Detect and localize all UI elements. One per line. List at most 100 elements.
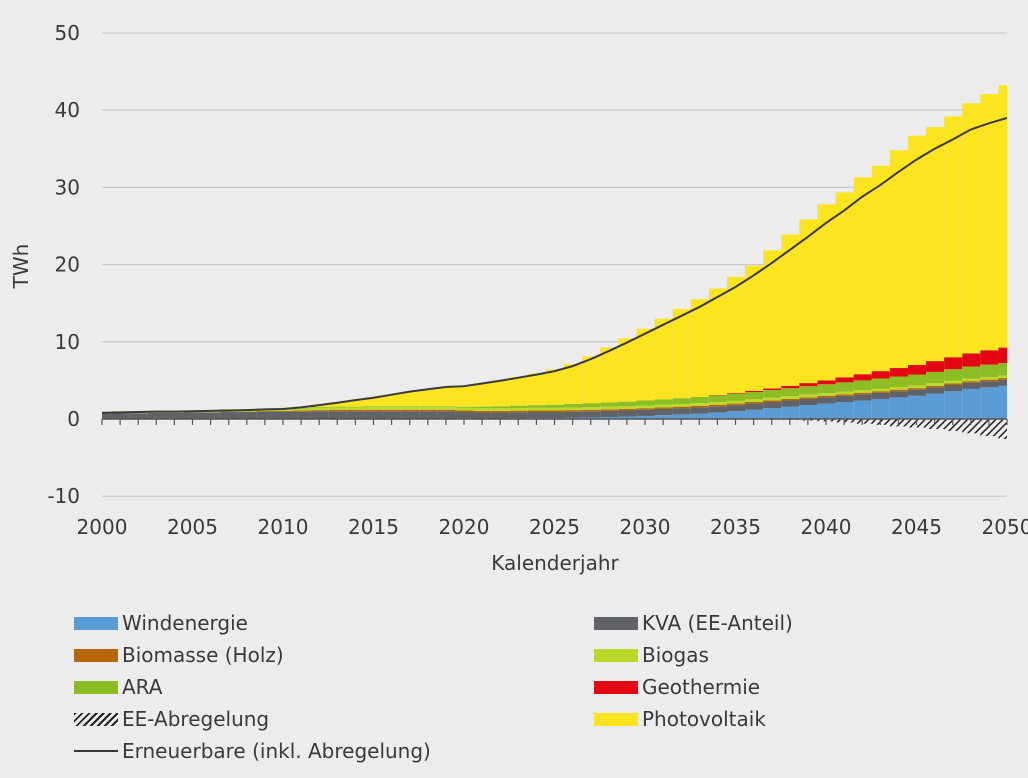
bar-segment-biogas bbox=[491, 408, 510, 411]
bar-segment-biogas bbox=[455, 407, 474, 411]
bar-segment-biomasse-holz bbox=[835, 394, 854, 396]
bar-segment-photovoltaik bbox=[690, 299, 709, 397]
bar-segment-biomasse-holz bbox=[383, 409, 402, 412]
bar-segment-biogas bbox=[853, 390, 872, 393]
bar-segment-kva-ee-anteil bbox=[310, 411, 329, 419]
legend-label: EE-Abregelung bbox=[122, 707, 270, 731]
bar-segment-windenergie bbox=[889, 397, 908, 419]
bar-segment-photovoltaik bbox=[672, 308, 691, 399]
bar-segment-geothermie bbox=[853, 374, 872, 381]
bar-segment-biomasse-holz bbox=[636, 408, 655, 410]
x-tick-label: 2015 bbox=[348, 515, 399, 539]
legend-item: Photovoltaik bbox=[594, 706, 766, 732]
bar-segment-photovoltaik bbox=[799, 219, 818, 384]
bar-segment-biomasse-holz bbox=[962, 381, 981, 383]
y-tick-label: 50 bbox=[55, 21, 80, 45]
bar-segment-photovoltaik bbox=[473, 383, 492, 407]
bar-segment-photovoltaik bbox=[545, 369, 565, 405]
bar-segment-biomasse-holz bbox=[364, 409, 384, 412]
bar-segment-biogas bbox=[364, 407, 384, 410]
bar-segment-kva-ee-anteil bbox=[690, 407, 709, 414]
bar-segment-kva-ee-anteil bbox=[129, 413, 148, 419]
bar-segment-photovoltaik bbox=[926, 127, 945, 362]
x-tick-label: 2030 bbox=[620, 515, 671, 539]
legend-item: Windenergie bbox=[74, 610, 248, 636]
bar-segment-biomasse-holz bbox=[509, 410, 528, 413]
bar-segment-windenergie bbox=[926, 393, 945, 419]
legend-label: Photovoltaik bbox=[642, 707, 766, 731]
bar-segment-biogas bbox=[473, 408, 492, 411]
bar-segment-biomasse-holz bbox=[690, 405, 709, 408]
bar-segment-photovoltaik bbox=[835, 192, 854, 378]
bar-segment-kva-ee-anteil bbox=[600, 410, 619, 418]
legend-label: KVA (EE-Anteil) bbox=[642, 611, 793, 635]
bar-segment-biomasse-holz bbox=[401, 409, 420, 412]
bar-segment-kva-ee-anteil bbox=[745, 403, 764, 410]
bar-segment-geothermie bbox=[781, 385, 800, 389]
bar-segment-ara bbox=[636, 400, 655, 406]
bar-segment-photovoltaik bbox=[745, 265, 764, 391]
bar-segment-biomasse-holz bbox=[618, 408, 637, 411]
bar-segment-ee-abregelung bbox=[980, 419, 999, 436]
bar-segment-windenergie bbox=[672, 414, 691, 419]
bar-segment-windenergie bbox=[654, 415, 673, 419]
bar-segment-kva-ee-anteil bbox=[672, 408, 691, 415]
bar-segment-kva-ee-anteil bbox=[835, 395, 854, 403]
bar-segment-kva-ee-anteil bbox=[654, 408, 673, 416]
bar-segment-biomasse-holz bbox=[274, 410, 293, 412]
bar-segment-ara bbox=[672, 398, 691, 404]
legend-item: Biogas bbox=[594, 642, 709, 668]
y-tick-label: 20 bbox=[55, 253, 80, 277]
bar-segment-biogas bbox=[672, 403, 691, 407]
bar-segment-photovoltaik bbox=[853, 177, 872, 375]
bar-segment-windenergie bbox=[871, 398, 890, 419]
bar-segment-biogas bbox=[726, 400, 746, 404]
bar-segment-kva-ee-anteil bbox=[102, 413, 112, 419]
bar-segment-biogas bbox=[292, 408, 311, 411]
bar-segment-ara bbox=[419, 406, 438, 408]
bar-segment-biogas bbox=[871, 388, 890, 392]
bar-segment-photovoltaik bbox=[419, 389, 438, 407]
x-tick-label: 2005 bbox=[167, 515, 218, 539]
bar-segment-ara bbox=[835, 382, 854, 392]
bar-segment-windenergie bbox=[799, 405, 818, 419]
bar-segment-photovoltaik bbox=[763, 250, 782, 389]
bar-segment-kva-ee-anteil bbox=[473, 412, 492, 419]
bar-segment-kva-ee-anteil bbox=[383, 411, 402, 419]
bar-segment-biogas bbox=[600, 406, 619, 410]
bar-segment-biomasse-holz bbox=[853, 392, 872, 395]
bar-segment-photovoltaik bbox=[509, 377, 528, 406]
bar-segment-ara bbox=[509, 405, 528, 408]
legend-label: Erneuerbare (inkl. Abregelung) bbox=[122, 739, 431, 763]
bar-segment-geothermie bbox=[907, 364, 927, 375]
bar-segment-photovoltaik bbox=[980, 93, 999, 351]
legend-item: ARA bbox=[74, 674, 162, 700]
bar-segment-kva-ee-anteil bbox=[401, 411, 420, 419]
bar-segment-biomasse-holz bbox=[600, 409, 619, 411]
bar-segment-biogas bbox=[980, 376, 999, 380]
bar-segment-ara bbox=[781, 388, 800, 397]
bar-segment-kva-ee-anteil bbox=[238, 412, 257, 419]
bar-segment-kva-ee-anteil bbox=[708, 406, 727, 413]
bar-segment-ara bbox=[980, 364, 999, 377]
bar-segment-windenergie bbox=[962, 388, 981, 419]
bar-segment-ara bbox=[545, 404, 565, 408]
bar-segment-biogas bbox=[690, 403, 709, 406]
bar-segment-biomasse-holz bbox=[564, 410, 583, 412]
bar-segment-biomasse-holz bbox=[944, 383, 963, 386]
legend-swatch bbox=[74, 648, 118, 662]
bar-segment-ara bbox=[726, 393, 746, 401]
bar-segment-ara bbox=[328, 406, 347, 408]
bar-segment-biomasse-holz bbox=[871, 391, 890, 393]
bar-segment-ara bbox=[473, 406, 492, 409]
bar-segment-biogas bbox=[745, 399, 764, 403]
bar-segment-biogas bbox=[835, 391, 854, 395]
bar-segment-geothermie bbox=[817, 380, 836, 385]
bar-segment-ara bbox=[383, 406, 402, 408]
bar-segment-kva-ee-anteil bbox=[799, 398, 818, 406]
bar-segment-biomasse-holz bbox=[980, 379, 999, 382]
bar-segment-biogas bbox=[545, 407, 565, 411]
bar-segment-kva-ee-anteil bbox=[455, 412, 474, 419]
legend-label: Geothermie bbox=[642, 675, 761, 699]
bar-segment-ara bbox=[310, 407, 329, 408]
